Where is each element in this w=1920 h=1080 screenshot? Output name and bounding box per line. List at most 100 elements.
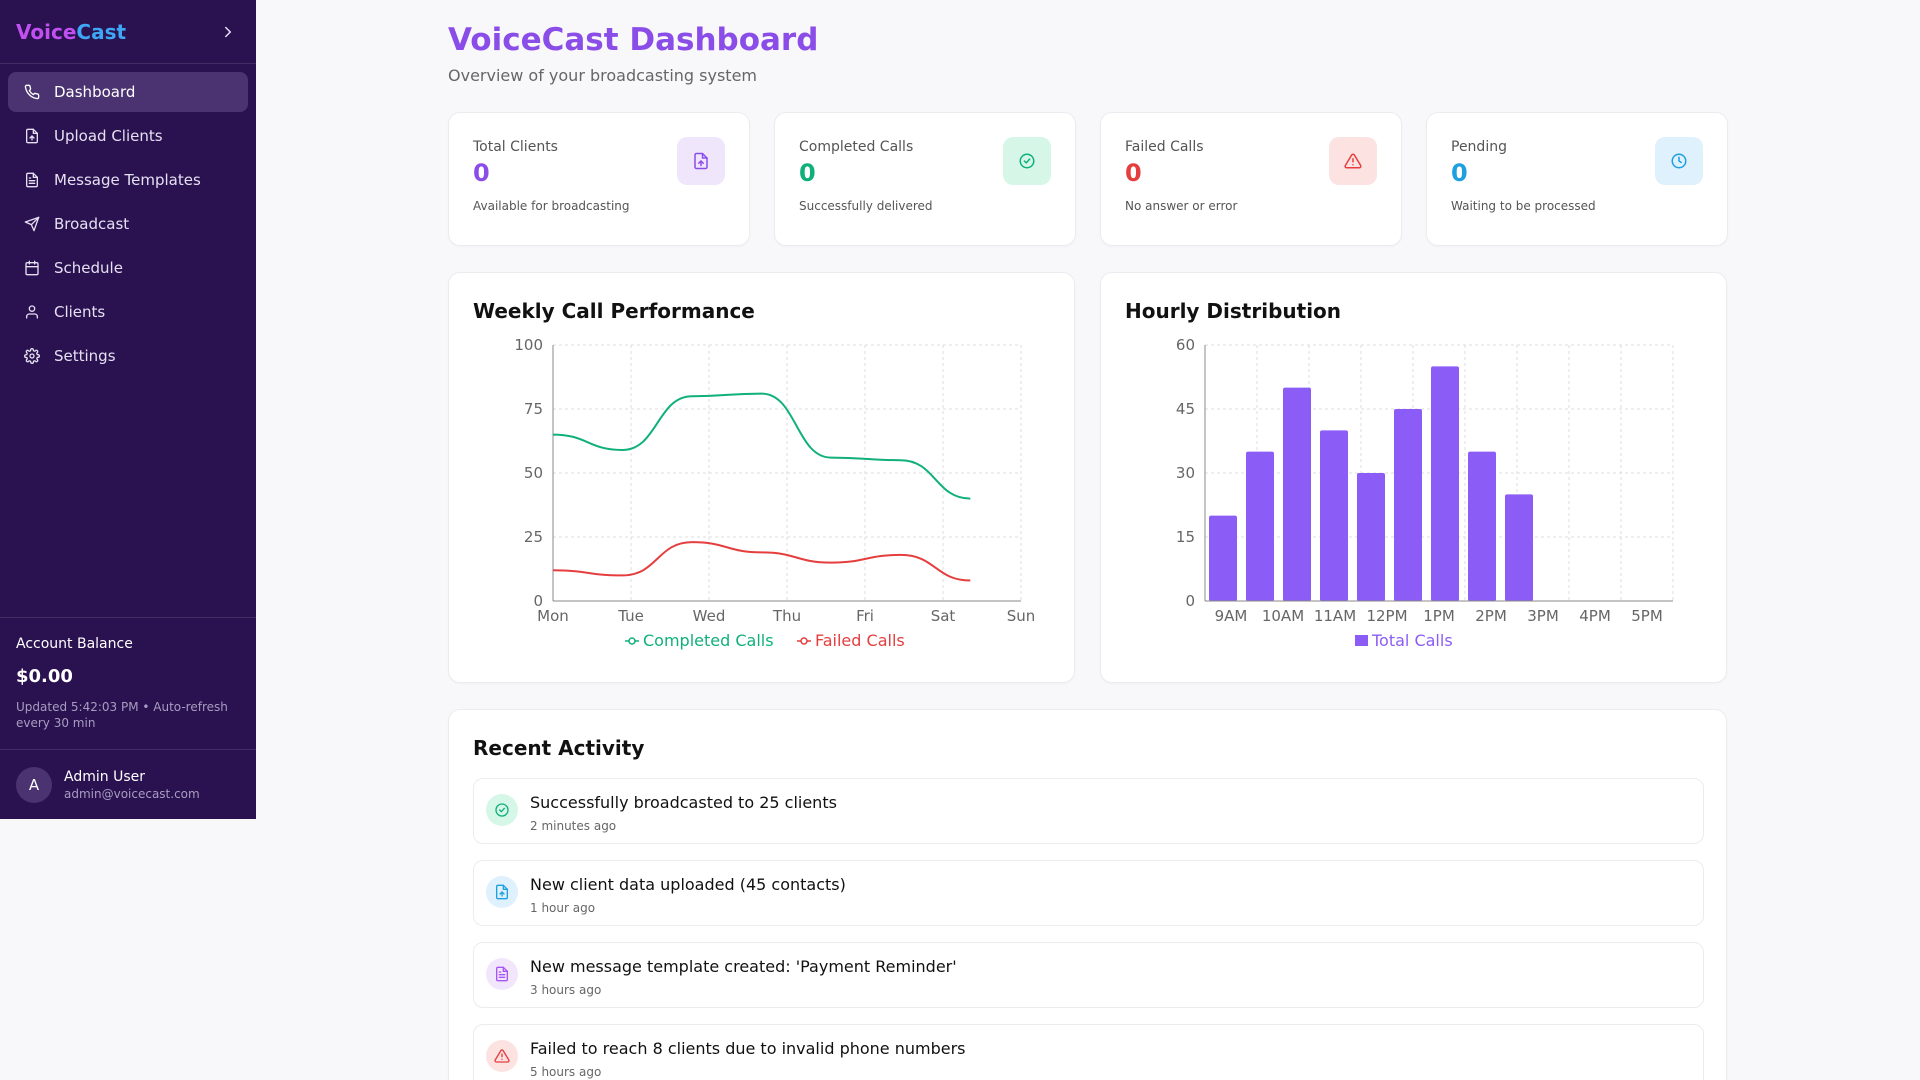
send-icon (24, 216, 40, 232)
stat-card-completed-calls: Completed Calls 0 Successfully delivered (774, 112, 1076, 246)
chart-legend: Total Calls (1355, 631, 1453, 650)
user-profile[interactable]: A Admin User admin@voicecast.com (0, 749, 256, 819)
avatar: A (16, 766, 52, 803)
collapse-sidebar-button[interactable] (216, 20, 240, 44)
bar (1431, 366, 1459, 601)
file-upload-icon (677, 137, 725, 185)
sidebar-item-label: Dashboard (54, 83, 136, 101)
sidebar-item-broadcast[interactable]: Broadcast (8, 204, 248, 244)
bar (1468, 451, 1496, 601)
warning-icon (1329, 137, 1377, 185)
activity-item[interactable]: Failed to reach 8 clients due to invalid… (473, 1024, 1704, 1080)
y-tick-label: 30 (1176, 464, 1195, 482)
y-tick-label: 0 (533, 592, 543, 610)
bar (1357, 473, 1385, 601)
stat-desc: Available for broadcasting (473, 199, 630, 213)
brand-name-part1: Voice (16, 19, 77, 44)
x-tick-label: Sat (931, 607, 956, 625)
stat-card-total-clients: Total Clients 0 Available for broadcasti… (448, 112, 750, 246)
legend-marker-dot (800, 637, 808, 645)
phone-icon (24, 84, 40, 100)
chevron-right-icon (225, 26, 232, 37)
x-tick-label: Fri (856, 607, 874, 625)
weekly-performance-chart: 0 25 50 75 100 Mon Tue Wed Thu Fri Sat Sun Completed… (514, 336, 1036, 650)
x-tick-label: Tue (617, 607, 644, 625)
check-circle-icon (486, 794, 518, 826)
sidebar-item-dashboard[interactable]: Dashboard (8, 72, 248, 112)
user-icon (24, 304, 40, 320)
y-tick-label: 50 (524, 464, 543, 482)
series-line-0 (552, 392, 971, 500)
activity-item[interactable]: Successfully broadcasted to 25 clients 2… (473, 778, 1704, 844)
y-tick-label: 60 (1176, 336, 1195, 354)
file-upload-icon (24, 128, 40, 144)
bar (1505, 494, 1533, 601)
stat-desc: Waiting to be processed (1451, 199, 1596, 213)
legend-marker-dot (628, 637, 636, 645)
x-tick-label: Wed (693, 607, 726, 625)
brand-logo[interactable]: VoiceCast (16, 20, 126, 44)
x-tick-label: 9AM (1215, 607, 1248, 625)
balance-label: Account Balance (16, 636, 133, 652)
stat-card-failed-calls: Failed Calls 0 No answer or error (1100, 112, 1402, 246)
sidebar-item-schedule[interactable]: Schedule (8, 248, 248, 288)
y-tick-label: 25 (524, 528, 543, 546)
stat-value: 0 (473, 159, 490, 187)
stat-label: Total Clients (473, 139, 558, 155)
stat-label: Failed Calls (1125, 139, 1204, 155)
bar (1283, 387, 1311, 601)
clock-icon (1655, 137, 1703, 185)
stat-label: Pending (1451, 139, 1507, 155)
check-circle-icon (1003, 137, 1051, 185)
x-tick-label: 11AM (1314, 607, 1356, 625)
stat-label: Completed Calls (799, 139, 914, 155)
x-tick-label: Thu (772, 607, 801, 625)
sidebar-item-label: Upload Clients (54, 127, 163, 145)
bar (1246, 451, 1274, 601)
warning-icon (486, 1040, 518, 1072)
activity-time: 5 hours ago (530, 1065, 602, 1079)
chart-grid (552, 344, 1022, 602)
y-tick-label: 45 (1176, 400, 1195, 418)
x-tick-label: Sun (1007, 607, 1036, 625)
stat-value: 0 (1125, 159, 1142, 187)
x-tick-label: 12PM (1366, 607, 1407, 625)
sidebar-item-clients[interactable]: Clients (8, 292, 248, 332)
legend-label: Completed Calls (643, 631, 774, 650)
sidebar-nav: Dashboard Upload Clients Message Templat… (0, 64, 256, 388)
sidebar-item-upload-clients[interactable]: Upload Clients (8, 116, 248, 156)
stat-value: 0 (799, 159, 816, 187)
activity-time: 2 minutes ago (530, 819, 617, 833)
sidebar-item-label: Broadcast (54, 215, 130, 233)
x-tick-label: 1PM (1423, 607, 1455, 625)
activity-item[interactable]: New message template created: 'Payment R… (473, 942, 1704, 1008)
file-text-icon (486, 958, 518, 990)
stat-card-pending: Pending 0 Waiting to be processed (1426, 112, 1728, 246)
gear-icon (24, 348, 40, 364)
hourly-distribution-chart: 0 15 30 45 60 9AM 10AM 11AM 12PM 1PM 2PM 3PM 4PM 5PM T… (1176, 336, 1674, 650)
y-tick-label: 75 (524, 400, 543, 418)
chart-title: Hourly Distribution (1125, 299, 1342, 323)
x-tick-label: 10AM (1262, 607, 1304, 625)
sidebar-item-message-templates[interactable]: Message Templates (8, 160, 248, 200)
page-subtitle: Overview of your broadcasting system (448, 66, 757, 85)
page-title: VoiceCast Dashboard (448, 22, 819, 58)
activity-text: Successfully broadcasted to 25 clients (530, 793, 837, 812)
legend-label: Failed Calls (815, 631, 905, 650)
y-tick-label: 100 (514, 336, 543, 354)
activity-item[interactable]: New client data uploaded (45 contacts) 1… (473, 860, 1704, 926)
legend-marker (1355, 635, 1368, 646)
account-balance-panel: Account Balance $0.00 Updated 5:42:03 PM… (0, 617, 256, 731)
weekly-performance-card: Weekly Call Performance 0 25 50 75 100 Mon Tue… (448, 272, 1075, 683)
y-tick-label: 0 (1185, 592, 1195, 610)
y-tick-label: 15 (1176, 528, 1195, 546)
file-upload-icon (486, 876, 518, 908)
balance-amount: $0.00 (16, 666, 73, 687)
bar (1209, 515, 1237, 601)
activity-time: 3 hours ago (530, 983, 602, 997)
x-tick-label: Mon (537, 607, 569, 625)
stat-desc: No answer or error (1125, 199, 1238, 213)
activity-text: Failed to reach 8 clients due to invalid… (530, 1039, 966, 1058)
chart-legend: Completed Calls Failed Calls (625, 631, 905, 650)
sidebar-item-settings[interactable]: Settings (8, 336, 248, 376)
